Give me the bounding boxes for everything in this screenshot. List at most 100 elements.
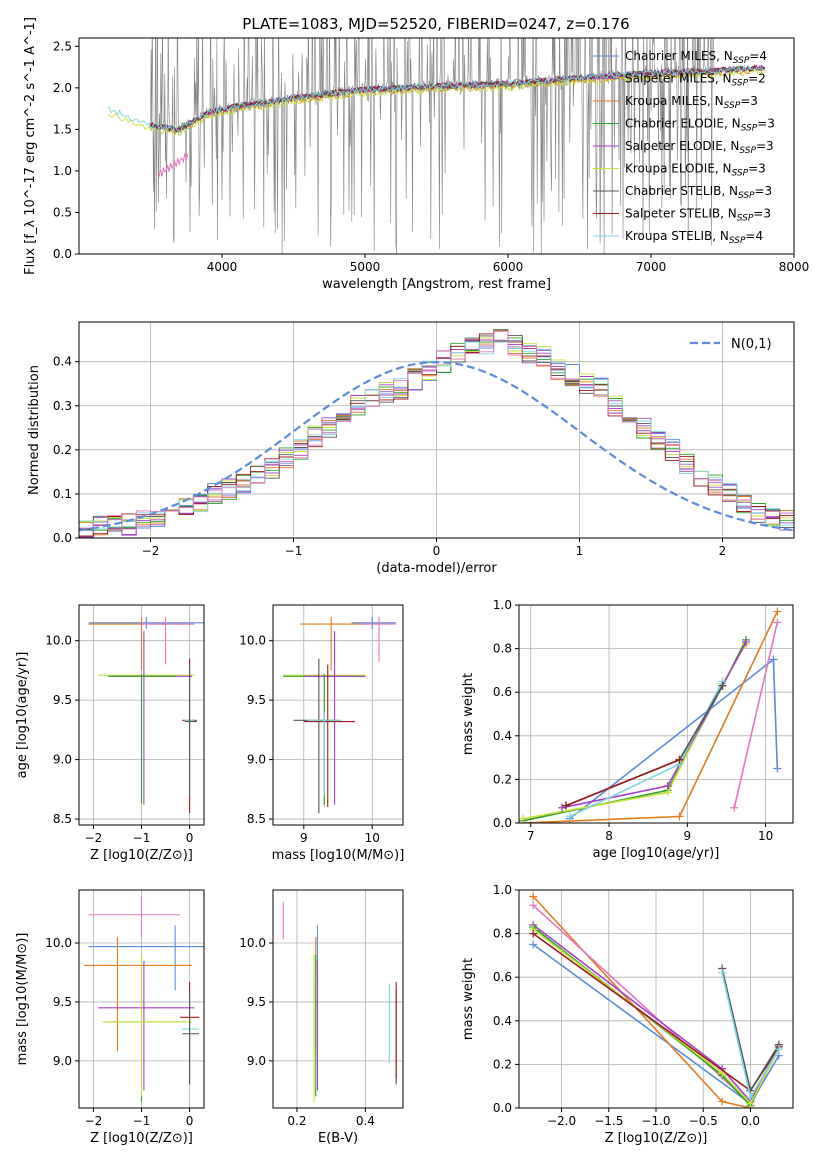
series-line	[532, 895, 751, 1108]
panel-massweight_vs_Z: −2.0 −1.5 −1.0 −0.5 0.0 0.0 0.2 0.4 0.6 0.8 1.0 Z […	[461, 883, 794, 1146]
model-spectrum-line	[150, 65, 766, 133]
error-cross	[184, 664, 197, 796]
legend-entry-label: Salpeter ELODIE, NSSP=3	[625, 139, 774, 156]
y-axis-label: Normed distribution	[27, 365, 42, 495]
y-tick-label: 9.0	[247, 1054, 266, 1068]
y-axis-label: mass weight	[461, 673, 476, 755]
legend-entry-label: Salpeter STELIB, NSSP=3	[625, 207, 771, 224]
x-axis-label: Z [log10(Z/Z⊙)]	[90, 1131, 193, 1146]
error-cross	[88, 616, 204, 629]
plus-marker	[529, 940, 538, 949]
x-tick-label: 7	[527, 829, 535, 843]
panel-age_vs_Z: −2 −1 0 8.5 9.0 9.5 10.0 Z [log10(Z/Z⊙)] age [lo…	[15, 604, 205, 863]
panel-spectrum: 4000 5000 6000 7000 8000 0.0 0.5 1.0 1.5 2.0 2.5 wa…	[23, 17, 810, 292]
x-tick-label: −2	[85, 831, 103, 845]
axes-frame	[272, 604, 404, 826]
plus-marker	[529, 929, 538, 938]
error-cross	[300, 616, 369, 671]
x-tick-label: −1	[285, 544, 303, 558]
panel-age_vs_mass: 9 10 8.5 9.0 9.5 10.0 mass [log10(M/M⊙)]	[239, 604, 404, 863]
x-tick-label: 2	[719, 544, 727, 558]
plus-marker	[561, 801, 570, 810]
x-tick-label: 0	[186, 1114, 194, 1128]
error-cross	[182, 990, 200, 1085]
panel-residuals: −2 −1 0 1 2 0.0 0.1 0.2 0.3 0.4 (data-model)/error…	[27, 321, 795, 576]
plot-area	[282, 901, 397, 1103]
panel-mass_vs_ebv: 0.2 0.4 9.0 9.5 10.0 E(B-V)	[239, 889, 404, 1146]
series-line	[522, 611, 779, 823]
plus-marker	[773, 764, 782, 773]
x-tick-label: 0	[186, 831, 194, 845]
legend-entry-label: Salpeter MILES, NSSP=2	[625, 72, 766, 89]
y-tick-label: 10.0	[239, 634, 266, 648]
y-tick-label: 0.2	[53, 443, 72, 457]
y-tick-label: 1.5	[53, 122, 72, 136]
legend-entry-label: Kroupa ELODIE, NSSP=3	[625, 162, 766, 179]
y-tick-label: 2.5	[53, 39, 72, 53]
legend-normal-label: N(0,1)	[731, 337, 772, 352]
error-cross	[88, 616, 195, 671]
x-tick-label: 8	[605, 829, 613, 843]
plus-marker	[529, 892, 538, 901]
error-cross	[112, 631, 192, 805]
error-cross	[98, 960, 195, 1091]
plot-area	[107, 38, 766, 254]
y-tick-label: 9.5	[247, 693, 266, 707]
plus-marker	[718, 681, 727, 690]
y-tick-label: 0.4	[493, 729, 512, 743]
plus-marker	[718, 1097, 727, 1106]
y-tick-label: 10.0	[45, 634, 72, 648]
y-tick-label: 10.0	[45, 936, 72, 950]
y-tick-label: 0.0	[53, 531, 72, 545]
plus-marker	[773, 618, 782, 627]
series-line	[522, 639, 747, 822]
y-tick-label: 1.0	[493, 598, 512, 612]
y-axis-label: mass [log10(M/M⊙)]	[15, 933, 30, 1066]
error-cross	[293, 658, 338, 814]
pink-model-segment	[157, 153, 189, 178]
plus-marker	[663, 781, 672, 790]
plus-marker	[746, 1093, 755, 1102]
y-tick-label: 9.0	[247, 753, 266, 767]
y-tick-label: 9.5	[53, 693, 72, 707]
error-cross	[103, 954, 192, 1097]
y-axis-label: mass weight	[461, 958, 476, 1040]
x-tick-label: 1	[576, 544, 584, 558]
model-spectrum-line	[107, 64, 765, 133]
y-tick-label: 0.0	[493, 1101, 512, 1115]
plus-marker	[742, 638, 751, 647]
x-tick-label: 0.4	[356, 1114, 375, 1128]
x-axis-label: Z [log10(Z/Z⊙)]	[90, 848, 193, 863]
y-tick-label: 0.0	[493, 816, 512, 830]
model-spectrum-line	[107, 68, 765, 137]
y-tick-label: 9.5	[247, 995, 266, 1009]
axes-frame	[272, 889, 404, 1109]
x-tick-label: 9	[300, 831, 308, 845]
x-tick-label: −1	[133, 831, 151, 845]
panel-massweight_vs_age: 7 8 9 10 0.0 0.2 0.4 0.6 0.8 1.0 age [log10(age/yr…	[461, 598, 794, 861]
plots-layer: 4000 5000 6000 7000 80000.00.51.01.52.02.5wa…	[15, 17, 810, 1146]
y-axis-label: Flux [f_λ 10^-17 erg cm^-2 s^-1 A^-1]	[23, 17, 38, 275]
x-axis-label: (data-model)/error	[376, 561, 497, 576]
error-cross	[88, 895, 180, 938]
axes-frame	[518, 604, 794, 824]
plus-marker	[769, 655, 778, 664]
legend-entry-label: Chabrier STELIB, NSSP=3	[625, 184, 772, 201]
y-tick-label: 1.0	[53, 164, 72, 178]
plot-area	[83, 895, 204, 1103]
legend-entry-label: Kroupa MILES, NSSP=3	[625, 94, 758, 111]
x-tick-label: 9	[683, 829, 691, 843]
plus-marker	[519, 814, 527, 823]
error-cross	[83, 937, 192, 1052]
error-cross	[98, 673, 195, 808]
x-tick-label: 0	[433, 544, 441, 558]
x-axis-label: E(B-V)	[318, 1131, 358, 1146]
x-tick-label: 8000	[779, 260, 810, 274]
figure-title: PLATE=1083, MJD=52520, FIBERID=0247, z=0…	[242, 15, 629, 33]
plus-marker	[718, 968, 727, 977]
x-tick-label: −1.5	[594, 1114, 623, 1128]
x-tick-label: 7000	[636, 260, 667, 274]
y-tick-label: 0.6	[493, 685, 512, 699]
x-tick-label: −0.5	[689, 1114, 718, 1128]
spectrum-legend: Chabrier MILES, NSSP=4 Salpeter MILES, NS…	[593, 49, 775, 246]
